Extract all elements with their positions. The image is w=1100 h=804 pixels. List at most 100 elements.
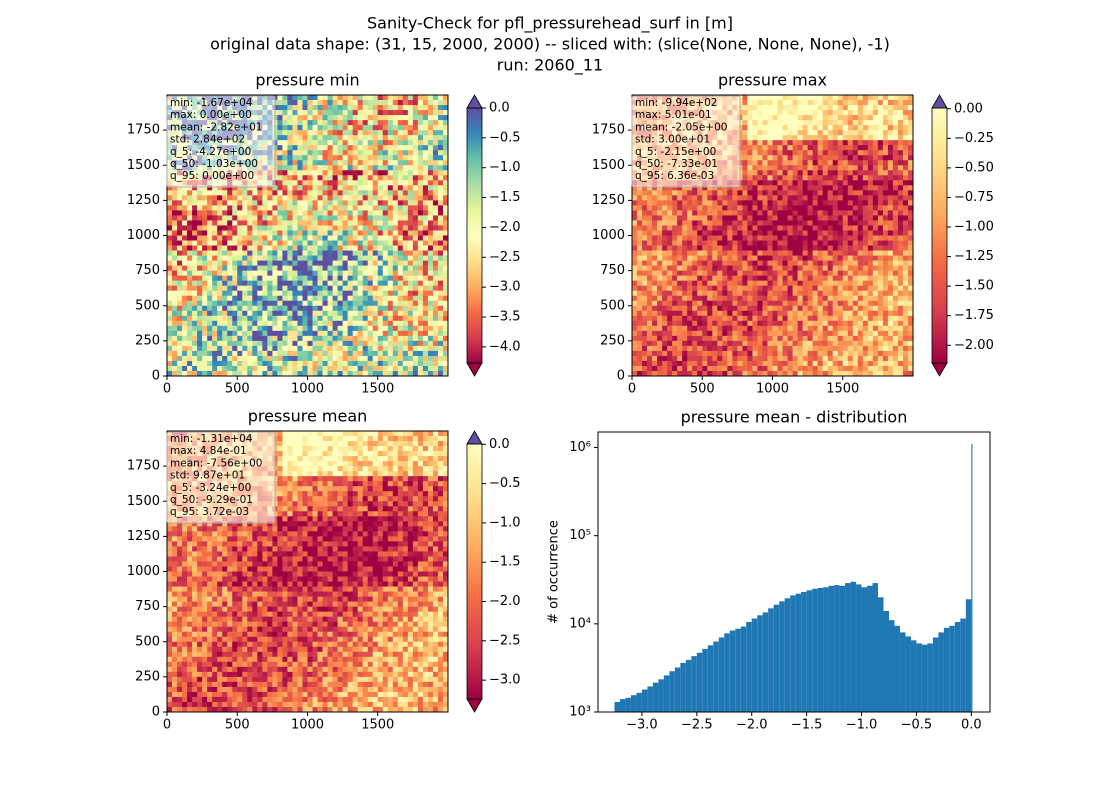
figure-subtitle: original data shape: (31, 15, 2000, 2000… xyxy=(210,35,890,54)
heatmap-cell xyxy=(873,185,878,190)
heatmap-cell xyxy=(277,160,282,165)
heatmap-cell xyxy=(662,205,667,210)
heatmap-cell xyxy=(187,190,192,195)
heatmap-cell xyxy=(878,195,883,200)
heatmap-cell xyxy=(348,160,353,165)
heatmap-cell xyxy=(888,200,893,205)
heatmap-cell xyxy=(302,225,307,230)
heatmap-cell xyxy=(308,326,313,331)
heatmap-cell xyxy=(197,220,202,225)
heatmap-cell xyxy=(368,95,373,100)
heatmap-cell xyxy=(433,115,438,120)
heatmap-cell xyxy=(783,165,788,170)
heatmap-cell xyxy=(762,170,767,175)
heatmap-cell xyxy=(302,316,307,321)
heatmap-cell xyxy=(338,276,343,281)
heatmap-cell xyxy=(803,200,808,205)
heatmap-cell xyxy=(257,356,262,361)
heatmap-cell xyxy=(742,160,747,165)
heatmap-cell xyxy=(338,145,343,150)
heatmap-cell xyxy=(863,225,868,230)
heatmap-cell xyxy=(423,105,428,110)
heatmap-cell xyxy=(363,326,368,331)
heatmap-cell xyxy=(272,241,277,246)
heatmap-cell xyxy=(368,281,373,286)
heatmap-cell xyxy=(383,331,388,336)
heatmap-cell xyxy=(853,205,858,210)
heatmap-cell xyxy=(413,266,418,271)
heatmap-cell xyxy=(333,95,338,100)
heatmap-cell xyxy=(878,145,883,150)
heatmap-cell xyxy=(338,140,343,145)
heatmap-cell xyxy=(343,326,348,331)
heatmap-cell xyxy=(313,271,318,276)
heatmap-cell xyxy=(388,205,393,210)
heatmap-cell xyxy=(328,140,333,145)
heatmap-cell xyxy=(267,190,272,195)
heatmap-cell xyxy=(252,361,257,366)
heatmap-cell xyxy=(433,120,438,125)
heatmap-cell xyxy=(383,175,388,180)
heatmap-cell xyxy=(428,160,433,165)
heatmap-cell xyxy=(883,95,888,100)
heatmap-cell xyxy=(267,251,272,256)
stats-text: max: 0.00e+00 xyxy=(170,109,252,121)
heatmap-cell xyxy=(368,346,373,351)
heatmap-cell xyxy=(873,246,878,251)
heatmap-cell xyxy=(328,170,333,175)
heatmap-cell xyxy=(242,190,247,195)
heatmap-cell xyxy=(287,115,292,120)
heatmap-cell xyxy=(858,210,863,215)
heatmap-cell xyxy=(393,341,398,346)
heatmap-cell xyxy=(207,331,212,336)
heatmap-cell xyxy=(393,366,398,371)
heatmap-cell xyxy=(773,230,778,235)
heatmap-cell xyxy=(328,185,333,190)
heatmap-cell xyxy=(662,225,667,230)
heatmap-cell xyxy=(808,230,813,235)
heatmap-cell xyxy=(343,175,348,180)
heatmap-cell xyxy=(717,246,722,251)
heatmap-cell xyxy=(302,210,307,215)
heatmap-cell xyxy=(388,175,393,180)
heatmap-cell xyxy=(752,125,757,130)
heatmap-cell xyxy=(647,200,652,205)
heatmap-cell xyxy=(182,241,187,246)
heatmap-cell xyxy=(433,140,438,145)
heatmap-cell xyxy=(262,311,267,316)
heatmap-cell xyxy=(358,351,363,356)
heatmap-cell xyxy=(813,160,818,165)
heatmap-cell xyxy=(197,301,202,306)
heatmap-cell xyxy=(232,190,237,195)
colorbar-tick-label: −4.0 xyxy=(489,339,521,354)
heatmap-cell xyxy=(167,236,172,241)
heatmap-cell xyxy=(323,190,328,195)
heatmap-cell xyxy=(212,200,217,205)
heatmap-cell xyxy=(363,110,368,115)
heatmap-cell xyxy=(773,110,778,115)
heatmap-cell xyxy=(843,120,848,125)
heatmap-cell xyxy=(742,210,747,215)
heatmap-cell xyxy=(848,95,853,100)
heatmap-cell xyxy=(423,215,428,220)
heatmap-cell xyxy=(403,205,408,210)
heatmap-cell xyxy=(433,170,438,175)
heatmap-cell xyxy=(378,180,383,185)
heatmap-cell xyxy=(267,241,272,246)
heatmap-cell xyxy=(328,331,333,336)
heatmap-cell xyxy=(333,346,338,351)
heatmap-cell xyxy=(348,311,353,316)
heatmap-cell xyxy=(237,246,242,251)
heatmap-cell xyxy=(192,261,197,266)
heatmap-cell xyxy=(308,336,313,341)
heatmap-cell xyxy=(192,316,197,321)
heatmap-cell xyxy=(823,210,828,215)
heatmap-cell xyxy=(292,170,297,175)
heatmap-cell xyxy=(677,230,682,235)
heatmap-cell xyxy=(363,271,368,276)
heatmap-cell xyxy=(328,356,333,361)
heatmap-cell xyxy=(318,200,323,205)
heatmap-cell xyxy=(282,95,287,100)
heatmap-cell xyxy=(793,230,798,235)
heatmap-cell xyxy=(217,301,222,306)
